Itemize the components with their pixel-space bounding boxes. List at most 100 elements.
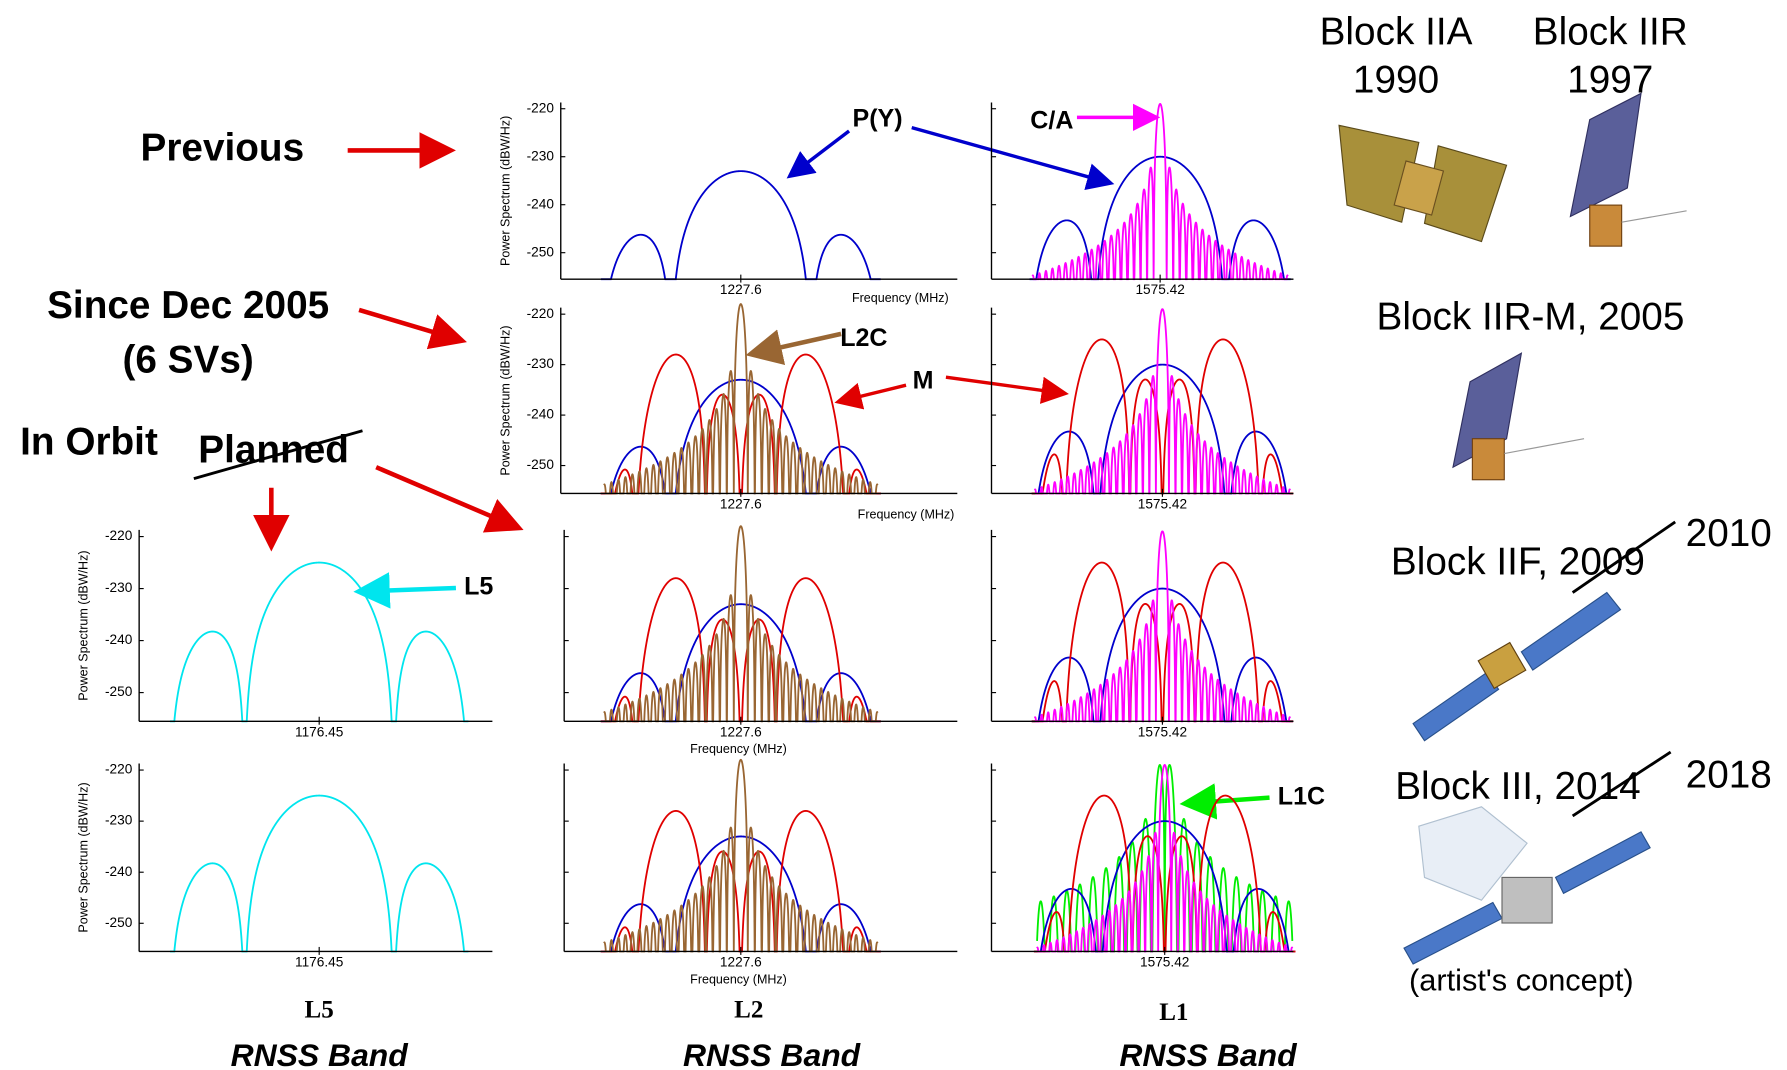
band-caption: RNSS Band: [1119, 1037, 1298, 1070]
signal-label: P(Y): [852, 104, 902, 132]
y-tick-label: -230: [105, 813, 133, 828]
y-axis-label: Power Spectrum (dBW/Hz): [498, 116, 512, 266]
spectrum-curve: [600, 809, 881, 953]
y-tick-label: -220: [527, 100, 555, 115]
strike: [1571, 520, 1677, 594]
satellite-revised-year: 2018: [1686, 753, 1772, 796]
arrow: [375, 465, 524, 533]
spectrum-curve: [1033, 308, 1291, 495]
spectrum-panel: 1227.6 -220 -230 -240 -250 Power Spectrum (dB…: [498, 100, 958, 305]
spectrum-curve: [169, 794, 469, 953]
arrow: [911, 125, 1115, 190]
satellite-icon: [1412, 591, 1622, 742]
center-frequency: 1227.6: [720, 954, 762, 969]
spectrum-curve: [603, 525, 879, 723]
spectrum-curve: [1031, 587, 1293, 723]
row-label-struck: Planned: [198, 429, 349, 472]
arrow: [786, 129, 851, 179]
spectrum-panel: 1575.42: [990, 102, 1294, 297]
y-tick-label: -230: [527, 148, 555, 163]
arrow: [745, 329, 842, 366]
y-tick-label: -240: [527, 407, 555, 422]
satellite-name: Block IIR: [1533, 10, 1688, 53]
spectrum-curve: [1031, 363, 1293, 495]
spectrum-panel: 1176.45 -220 -230 -240 -250 Power Spectrum (d…: [77, 528, 493, 739]
y-tick-label: -250: [105, 684, 133, 699]
satellite-icon: [1569, 92, 1687, 247]
center-frequency: 1575.42: [1135, 282, 1184, 297]
band-name: L1: [1159, 999, 1188, 1026]
strike: [193, 429, 363, 480]
row-label: In Orbit: [20, 421, 158, 464]
y-tick-label: -220: [105, 528, 133, 543]
x-axis-label: Frequency (MHz): [690, 972, 787, 986]
x-axis-label: Frequency (MHz): [858, 507, 955, 521]
strike: [1571, 750, 1672, 818]
spectrum-panel: 1176.45 -220 -230 -240 -250 Power Spectrum (d…: [77, 762, 493, 969]
spectrum-curve: [1033, 530, 1291, 723]
y-tick-label: -240: [105, 864, 133, 879]
satellite-year: 1990: [1353, 58, 1439, 101]
spectrum-curve: [600, 603, 881, 723]
y-tick-label: -230: [105, 580, 133, 595]
spectrum-plots: 1227.6 -220 -230 -240 -250 Power Spectrum (dB…: [77, 100, 1296, 986]
y-tick-label: -250: [527, 244, 555, 259]
x-axis-label: Frequency (MHz): [852, 291, 949, 305]
satellite-label: Block IIR-M, 2005: [1377, 295, 1685, 338]
center-frequency: 1575.42: [1140, 954, 1189, 969]
signal-label: L5: [464, 573, 493, 601]
spectrum-panel: 1227.6 Frequency (MHz): [563, 525, 958, 756]
y-tick-label: -240: [105, 632, 133, 647]
y-axis-label: Power Spectrum (dBW/Hz): [77, 782, 91, 932]
arrow: [834, 382, 907, 410]
y-tick-label: -250: [527, 457, 555, 472]
center-frequency: 1227.6: [720, 496, 762, 511]
spectrum-panel: 1227.6 -220 -230 -240 -250 Power Spectrum (dB…: [498, 303, 958, 521]
satellite-icon: [1403, 806, 1651, 965]
center-frequency: 1575.42: [1138, 496, 1187, 511]
satellite-label: Block III, 2014: [1395, 765, 1640, 808]
spectrum-curve: [1034, 820, 1296, 953]
y-tick-label: -250: [105, 915, 133, 930]
spectrum-panel: 1575.42: [990, 529, 1294, 739]
spectrum-curve: [600, 353, 881, 495]
center-frequency: 1227.6: [720, 282, 762, 297]
spectrum-curve: [1031, 561, 1294, 723]
center-frequency: 1176.45: [295, 724, 344, 739]
row-label: Since Dec 2005: [47, 284, 329, 327]
spectrum-curve: [600, 835, 881, 953]
spectrum-curve: [603, 303, 879, 495]
y-tick-label: -240: [527, 196, 555, 211]
arrow: [945, 375, 1069, 404]
center-frequency: 1227.6: [720, 724, 762, 739]
satellite-revised-year: 2010: [1686, 512, 1772, 555]
band-name: L2: [734, 997, 763, 1024]
spectrum-curve: [600, 577, 881, 723]
arrow: [353, 572, 457, 609]
band-caption: RNSS Band: [683, 1037, 862, 1070]
center-frequency: 1176.45: [295, 954, 344, 969]
signal-label: M: [913, 366, 934, 394]
y-axis-label: Power Spectrum (dBW/Hz): [498, 325, 512, 475]
y-tick-label: -220: [105, 762, 133, 777]
spectrum-panel: 1575.42: [990, 307, 1294, 511]
row-label: Previous: [141, 127, 305, 170]
y-axis-label: Power Spectrum (dBW/Hz): [77, 550, 91, 700]
signal-label: L1C: [1278, 782, 1325, 810]
spectrum-curve: [1036, 763, 1294, 953]
satellite-caption: (artist's concept): [1409, 962, 1634, 997]
spectrum-panel: 1575.42: [990, 763, 1296, 969]
band-caption: RNSS Band: [231, 1037, 410, 1070]
spectrum-curve: [603, 758, 879, 953]
spectrum-curve: [600, 378, 881, 495]
satellite-label: Block IIF, 2009: [1391, 540, 1645, 583]
arrow: [1179, 783, 1270, 820]
row-label: (6 SVs): [122, 339, 253, 382]
y-tick-label: -230: [527, 356, 555, 371]
satellite-icon: [1338, 124, 1508, 243]
spectrum-curve: [169, 561, 469, 723]
band-name: L5: [305, 997, 334, 1024]
signal-label: L2C: [840, 324, 887, 352]
spectrum-panel: 1227.6 Frequency (MHz): [563, 758, 958, 986]
